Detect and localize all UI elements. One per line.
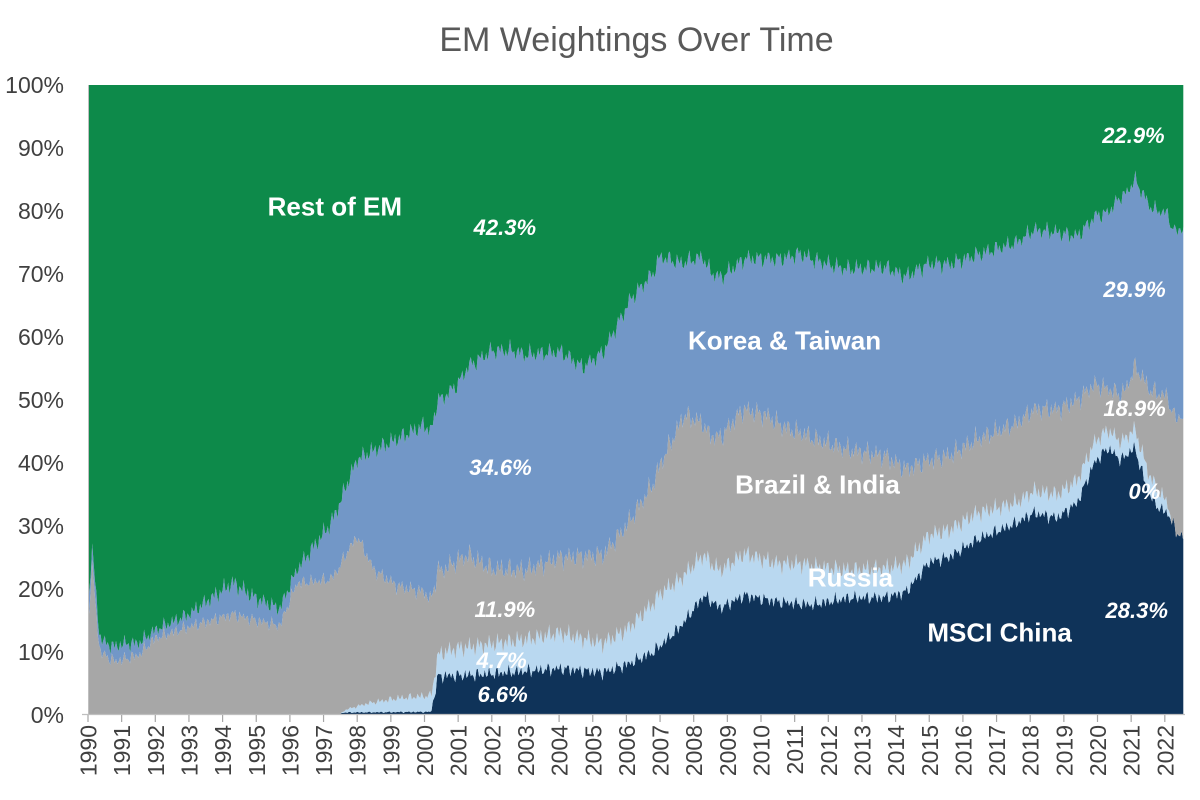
x-tick-label: 1997 xyxy=(311,725,337,776)
x-tick-label: 2017 xyxy=(984,725,1010,776)
area-band-rest-of-em xyxy=(88,85,1184,655)
area-band-korea-taiwan xyxy=(88,170,1184,665)
x-tick-label: 2003 xyxy=(513,725,539,776)
x-tick-label: 2015 xyxy=(917,725,943,776)
korea-taiwan-label: Korea & Taiwan xyxy=(688,325,882,356)
x-tick-label: 1996 xyxy=(277,725,303,776)
y-tick-label: 80% xyxy=(17,198,64,224)
x-tick-label: 2018 xyxy=(1018,725,1044,776)
y-tick-label: 70% xyxy=(17,261,64,287)
x-tick-label: 1990 xyxy=(76,725,102,776)
x-tick-label: 2006 xyxy=(614,725,640,776)
msci-china-label: MSCI China xyxy=(927,617,1072,648)
x-tick-label: 2011 xyxy=(782,725,808,774)
y-tick-label: 30% xyxy=(17,513,64,539)
msci-china-end-value: 28.3% xyxy=(1105,598,1168,624)
y-tick-label: 40% xyxy=(17,450,64,476)
plot-area: 1990 1991 1992 1993 1994 1995 1996 1997 1998 1999… xyxy=(76,85,1185,776)
y-tick-label: 100% xyxy=(5,72,64,98)
x-tick-label: 2004 xyxy=(547,725,573,776)
korea-taiwan-end-value: 29.9% xyxy=(1103,276,1166,302)
x-tick-label: 2022 xyxy=(1152,725,1178,776)
rest-of-em-end-value: 22.9% xyxy=(1102,123,1165,149)
x-tick-label: 2002 xyxy=(479,725,505,776)
x-tick-label: 1998 xyxy=(345,725,371,776)
y-tick-label: 0% xyxy=(30,702,64,728)
x-tick-label: 2001 xyxy=(446,725,472,776)
x-tick-label: 2000 xyxy=(412,725,438,776)
x-tick-label: 2008 xyxy=(681,725,707,776)
x-tick-label: 1992 xyxy=(143,725,169,776)
brazil-india-label: Brazil & India xyxy=(735,469,900,500)
russia-mid-value: 4.7% xyxy=(476,647,527,673)
msci-china-mid-value: 6.6% xyxy=(477,681,528,707)
brazil-india-end-value: 18.9% xyxy=(1103,395,1166,421)
x-tick-label: 2010 xyxy=(749,725,775,776)
y-tick-label: 60% xyxy=(17,324,64,350)
area-band-msci-china xyxy=(88,441,1184,715)
chart-title: EM Weightings Over Time xyxy=(439,21,834,59)
x-tick-label: 2007 xyxy=(648,725,674,776)
area-band-brazil-india xyxy=(88,357,1184,715)
y-tick-label: 20% xyxy=(17,576,64,602)
x-tick-label: 2005 xyxy=(580,725,606,776)
y-tick-label: 90% xyxy=(17,135,64,161)
x-tick-label: 2014 xyxy=(883,725,909,776)
annotations-layer: Rest of EM 42.3% 22.9% Korea & Taiwan 29.9% 3… xyxy=(88,85,1185,715)
korea-taiwan-mid-value: 34.6% xyxy=(469,455,532,481)
x-tick-label: 2019 xyxy=(1051,725,1077,776)
x-tick-label: 2020 xyxy=(1085,725,1111,776)
x-tick-label: 1999 xyxy=(378,725,404,776)
x-tick-label: 2021 xyxy=(1119,725,1145,776)
x-tick-label: 1994 xyxy=(210,725,236,776)
area-band-russia xyxy=(88,420,1184,715)
rest-of-em-label: Rest of EM xyxy=(267,191,402,222)
y-tick-label: 10% xyxy=(17,639,64,665)
rest-of-em-mid-value: 42.3% xyxy=(473,215,537,240)
x-tick-label: 2009 xyxy=(715,725,741,776)
x-tick-label: 2016 xyxy=(950,725,976,776)
russia-end-value: 0% xyxy=(1128,478,1161,504)
x-tick-label: 1991 xyxy=(109,725,135,776)
stacked-area-svg: 1990 1991 1992 1993 1994 1995 1996 1997 1998 1999… xyxy=(76,85,1185,776)
russia-label: Russia xyxy=(807,562,894,593)
brazil-india-mid-value: 11.9% xyxy=(474,596,536,622)
x-tick-label: 2012 xyxy=(816,725,842,776)
x-tick-label: 2013 xyxy=(850,725,876,776)
x-tick-label: 1995 xyxy=(244,725,270,776)
y-axis: 0% 10% 20% 30% 40% 50% 60% 70% 80% 90% 100% xyxy=(0,73,64,727)
x-tick-label: 1993 xyxy=(177,725,203,776)
y-tick-label: 50% xyxy=(17,387,64,413)
